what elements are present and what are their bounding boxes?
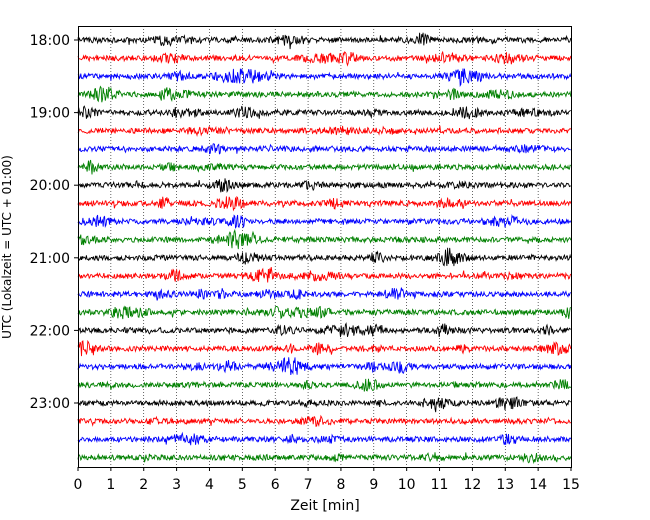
trace-2145 bbox=[77, 305, 572, 320]
trace-2045 bbox=[77, 228, 572, 250]
plot-frame bbox=[78, 26, 572, 468]
x-tick-label: 3 bbox=[172, 477, 181, 493]
x-tick-label: 10 bbox=[398, 477, 416, 493]
x-tick-label: 11 bbox=[431, 477, 449, 493]
y-axis-ticks: 18:00 19:00 20:00 21:00 22:00 23:00 bbox=[30, 33, 78, 412]
trace-2030 bbox=[77, 213, 572, 229]
trace-2345 bbox=[77, 452, 572, 465]
trace-2100 bbox=[77, 247, 572, 267]
trace-1815 bbox=[77, 50, 572, 67]
y-tick-label: 22:00 bbox=[30, 323, 70, 339]
trace-1800 bbox=[77, 32, 572, 50]
trace-1945 bbox=[77, 159, 571, 175]
trace-2015 bbox=[77, 195, 572, 212]
trace-2115 bbox=[77, 266, 572, 283]
trace-2230 bbox=[77, 357, 572, 376]
y-tick-label: 18:00 bbox=[30, 33, 70, 49]
trace-2000 bbox=[77, 178, 572, 194]
trace-2245 bbox=[77, 378, 572, 392]
x-tick-label: 13 bbox=[496, 477, 514, 493]
x-tick-label: 0 bbox=[74, 477, 83, 493]
x-tick-label: 15 bbox=[562, 477, 580, 493]
trace-1915 bbox=[77, 125, 572, 137]
x-tick-label: 1 bbox=[106, 477, 115, 493]
x-tick-label: 5 bbox=[238, 477, 247, 493]
trace-1830 bbox=[77, 68, 572, 88]
y-tick-label: 20:00 bbox=[30, 178, 70, 194]
trace-2200 bbox=[77, 322, 572, 338]
y-tick-label: 23:00 bbox=[30, 396, 70, 412]
x-tick-label: 8 bbox=[336, 477, 345, 493]
trace-1845 bbox=[77, 85, 572, 103]
y-tick-label: 21:00 bbox=[30, 251, 70, 267]
x-tick-label: 12 bbox=[463, 477, 481, 493]
x-axis-label: Zeit [min] bbox=[290, 498, 359, 514]
trace-2330 bbox=[77, 431, 572, 446]
trace-2315 bbox=[77, 414, 572, 427]
x-tick-label: 2 bbox=[139, 477, 148, 493]
x-tick-label: 6 bbox=[271, 477, 280, 493]
x-axis-ticks: 0 1 2 3 4 5 6 7 8 9 10 11 12 13 14 15 bbox=[74, 467, 580, 493]
x-tick-label: 9 bbox=[369, 477, 378, 493]
x-tick-label: 14 bbox=[529, 477, 547, 493]
trace-1930 bbox=[77, 143, 571, 155]
y-tick-label: 19:00 bbox=[30, 106, 70, 122]
trace-2215 bbox=[77, 339, 572, 357]
seismogram-traces bbox=[77, 32, 572, 465]
trace-2300 bbox=[77, 396, 572, 413]
y-axis-label: UTC (Lokalzeit = UTC + 01:00) bbox=[0, 155, 14, 339]
trace-1900 bbox=[77, 105, 571, 120]
x-tick-label: 7 bbox=[304, 477, 313, 493]
x-tick-label: 4 bbox=[205, 477, 214, 493]
trace-2130 bbox=[77, 287, 572, 301]
